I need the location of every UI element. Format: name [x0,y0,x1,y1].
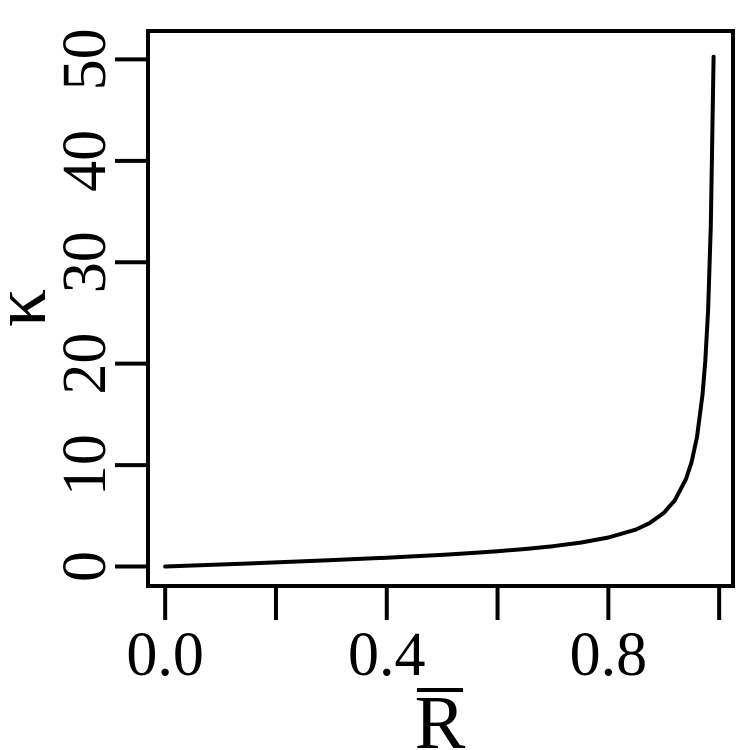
y-axis-tick-label: 40 [51,130,119,192]
y-axis-tick-label: 0 [51,551,119,582]
y-axis-tick-label: 10 [51,434,119,496]
x-axis-tick-label: 0.8 [570,621,648,689]
y-axis-tick-label: 30 [51,231,119,293]
x-axis-tick-labels: 0.0 0.4 0.8 [126,621,647,689]
y-axis-tick-label: 20 [51,333,119,395]
y-axis-tick-label: 50 [51,28,119,90]
y-axis-ticks [115,57,148,569]
y-axis-tick-labels: 0 10 20 30 40 50 [51,28,119,582]
x-axis-title-letter: R [415,681,466,750]
x-axis-ticks [163,586,722,620]
y-axis-title: κ [0,289,62,327]
x-axis-title: R [415,681,466,750]
curve-line [163,54,716,569]
plot-box [146,29,735,588]
x-axis-tick-label: 0.4 [348,621,426,689]
x-axis-tick-label: 0.0 [126,621,204,689]
